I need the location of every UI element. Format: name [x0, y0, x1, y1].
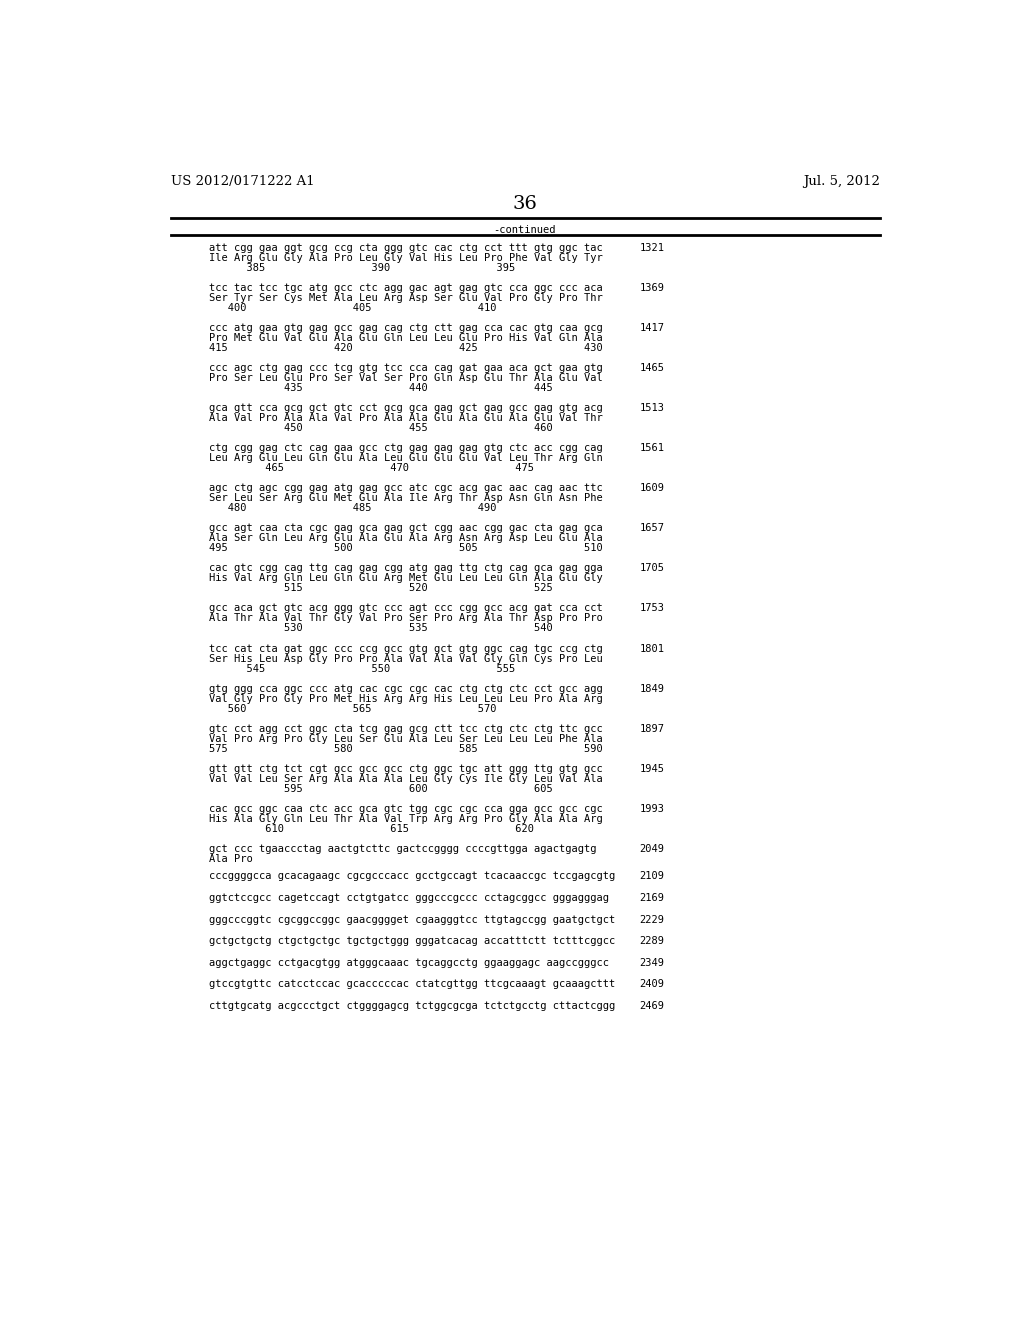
Text: cccggggcca gcacagaagc cgcgcccacc gcctgccagt tcacaaccgc tccgagcgtg: cccggggcca gcacagaagc cgcgcccacc gcctgcc… [209, 871, 615, 882]
Text: att cgg gaa ggt gcg ccg cta ggg gtc cac ctg cct ttt gtg ggc tac: att cgg gaa ggt gcg ccg cta ggg gtc cac … [209, 243, 603, 253]
Text: 1465: 1465 [640, 363, 665, 374]
Text: gct ccc tgaaccctag aactgtcttc gactccgggg ccccgttgga agactgagtg: gct ccc tgaaccctag aactgtcttc gactccgggg… [209, 843, 597, 854]
Text: 1993: 1993 [640, 804, 665, 813]
Text: 385                 390                 395: 385 390 395 [209, 263, 516, 273]
Text: ccc atg gaa gtg gag gcc gag cag ctg ctt gag cca cac gtg caa gcg: ccc atg gaa gtg gag gcc gag cag ctg ctt … [209, 323, 603, 333]
Text: 450                 455                 460: 450 455 460 [209, 424, 553, 433]
Text: agc ctg agc cgg gag atg gag gcc atc cgc acg gac aac cag aac ttc: agc ctg agc cgg gag atg gag gcc atc cgc … [209, 483, 603, 494]
Text: Val Pro Arg Pro Gly Leu Ser Glu Ala Leu Ser Leu Leu Leu Phe Ala: Val Pro Arg Pro Gly Leu Ser Glu Ala Leu … [209, 734, 603, 743]
Text: 530                 535                 540: 530 535 540 [209, 623, 553, 634]
Text: 1801: 1801 [640, 644, 665, 653]
Text: 2229: 2229 [640, 915, 665, 924]
Text: 495                 500                 505                 510: 495 500 505 510 [209, 544, 603, 553]
Text: 400                 405                 410: 400 405 410 [209, 304, 497, 313]
Text: 2409: 2409 [640, 979, 665, 989]
Text: Pro Ser Leu Glu Pro Ser Val Ser Pro Gln Asp Glu Thr Ala Glu Val: Pro Ser Leu Glu Pro Ser Val Ser Pro Gln … [209, 374, 603, 383]
Text: tcc tac tcc tgc atg gcc ctc agg gac agt gag gtc cca ggc ccc aca: tcc tac tcc tgc atg gcc ctc agg gac agt … [209, 284, 603, 293]
Text: 415                 420                 425                 430: 415 420 425 430 [209, 343, 603, 354]
Text: 1513: 1513 [640, 404, 665, 413]
Text: gtg ggg cca ggc ccc atg cac cgc cgc cac ctg ctg ctc cct gcc agg: gtg ggg cca ggc ccc atg cac cgc cgc cac … [209, 684, 603, 693]
Text: gctgctgctg ctgctgctgc tgctgctggg gggatcacag accatttctt tctttcggcc: gctgctgctg ctgctgctgc tgctgctggg gggatca… [209, 936, 615, 946]
Text: aggctgaggc cctgacgtgg atgggcaaac tgcaggcctg ggaaggagc aagccgggcc: aggctgaggc cctgacgtgg atgggcaaac tgcaggc… [209, 958, 609, 968]
Text: 1417: 1417 [640, 323, 665, 333]
Text: 2169: 2169 [640, 892, 665, 903]
Text: Ala Ser Gln Leu Arg Glu Ala Glu Ala Arg Asn Arg Asp Leu Glu Ala: Ala Ser Gln Leu Arg Glu Ala Glu Ala Arg … [209, 533, 603, 544]
Text: 575                 580                 585                 590: 575 580 585 590 [209, 743, 603, 754]
Text: 1945: 1945 [640, 763, 665, 774]
Text: Val Gly Pro Gly Pro Met His Arg Arg His Leu Leu Leu Pro Ala Arg: Val Gly Pro Gly Pro Met His Arg Arg His … [209, 693, 603, 704]
Text: Ala Val Pro Ala Ala Val Pro Ala Ala Glu Ala Glu Ala Glu Val Thr: Ala Val Pro Ala Ala Val Pro Ala Ala Glu … [209, 413, 603, 424]
Text: 595                 600                 605: 595 600 605 [209, 784, 553, 793]
Text: Val Val Leu Ser Arg Ala Ala Ala Leu Gly Cys Ile Gly Leu Val Ala: Val Val Leu Ser Arg Ala Ala Ala Leu Gly … [209, 774, 603, 784]
Text: 1321: 1321 [640, 243, 665, 253]
Text: 36: 36 [512, 195, 538, 214]
Text: Ser Tyr Ser Cys Met Ala Leu Arg Asp Ser Glu Val Pro Gly Pro Thr: Ser Tyr Ser Cys Met Ala Leu Arg Asp Ser … [209, 293, 603, 304]
Text: US 2012/0171222 A1: US 2012/0171222 A1 [171, 176, 314, 189]
Text: 2109: 2109 [640, 871, 665, 882]
Text: cac gcc ggc caa ctc acc gca gtc tgg cgc cgc cca gga gcc gcc cgc: cac gcc ggc caa ctc acc gca gtc tgg cgc … [209, 804, 603, 813]
Text: -continued: -continued [494, 226, 556, 235]
Text: 480                 485                 490: 480 485 490 [209, 503, 497, 513]
Text: 1705: 1705 [640, 564, 665, 573]
Text: gggcccggtc cgcggccggc gaacgggget cgaagggtcc ttgtagccgg gaatgctgct: gggcccggtc cgcggccggc gaacgggget cgaaggg… [209, 915, 615, 924]
Text: 1561: 1561 [640, 444, 665, 453]
Text: 1897: 1897 [640, 723, 665, 734]
Text: gcc agt caa cta cgc gag gca gag gct cgg aac cgg gac cta gag gca: gcc agt caa cta cgc gag gca gag gct cgg … [209, 524, 603, 533]
Text: gtc cct agg cct ggc cta tcg gag gcg ctt tcc ctg ctc ctg ttc gcc: gtc cct agg cct ggc cta tcg gag gcg ctt … [209, 723, 603, 734]
Text: Ala Pro: Ala Pro [209, 854, 253, 863]
Text: 515                 520                 525: 515 520 525 [209, 583, 553, 594]
Text: gtt gtt ctg tct cgt gcc gcc gcc ctg ggc tgc att ggg ttg gtg gcc: gtt gtt ctg tct cgt gcc gcc gcc ctg ggc … [209, 763, 603, 774]
Text: 465                 470                 475: 465 470 475 [209, 463, 535, 474]
Text: 1753: 1753 [640, 603, 665, 614]
Text: His Val Arg Gln Leu Gln Glu Arg Met Glu Leu Leu Gln Ala Glu Gly: His Val Arg Gln Leu Gln Glu Arg Met Glu … [209, 573, 603, 583]
Text: ccc agc ctg gag ccc tcg gtg tcc cca cag gat gaa aca gct gaa gtg: ccc agc ctg gag ccc tcg gtg tcc cca cag … [209, 363, 603, 374]
Text: Ile Arg Glu Gly Ala Pro Leu Gly Val His Leu Pro Phe Val Gly Tyr: Ile Arg Glu Gly Ala Pro Leu Gly Val His … [209, 253, 603, 263]
Text: Jul. 5, 2012: Jul. 5, 2012 [803, 176, 880, 189]
Text: 2049: 2049 [640, 843, 665, 854]
Text: 2349: 2349 [640, 958, 665, 968]
Text: 2289: 2289 [640, 936, 665, 946]
Text: 545                 550                 555: 545 550 555 [209, 664, 516, 673]
Text: 435                 440                 445: 435 440 445 [209, 383, 553, 393]
Text: 560                 565                 570: 560 565 570 [209, 704, 497, 714]
Text: ctg cgg gag ctc cag gaa gcc ctg gag gag gag gtg ctc acc cgg cag: ctg cgg gag ctc cag gaa gcc ctg gag gag … [209, 444, 603, 453]
Text: gca gtt cca gcg gct gtc cct gcg gca gag gct gag gcc gag gtg acg: gca gtt cca gcg gct gtc cct gcg gca gag … [209, 404, 603, 413]
Text: His Ala Gly Gln Leu Thr Ala Val Trp Arg Arg Pro Gly Ala Ala Arg: His Ala Gly Gln Leu Thr Ala Val Trp Arg … [209, 813, 603, 824]
Text: Ala Thr Ala Val Thr Gly Val Pro Ser Pro Arg Ala Thr Asp Pro Pro: Ala Thr Ala Val Thr Gly Val Pro Ser Pro … [209, 614, 603, 623]
Text: Ser His Leu Asp Gly Pro Pro Ala Val Ala Val Gly Gln Cys Pro Leu: Ser His Leu Asp Gly Pro Pro Ala Val Ala … [209, 653, 603, 664]
Text: Ser Leu Ser Arg Glu Met Glu Ala Ile Arg Thr Asp Asn Gln Asn Phe: Ser Leu Ser Arg Glu Met Glu Ala Ile Arg … [209, 494, 603, 503]
Text: 1849: 1849 [640, 684, 665, 693]
Text: Pro Met Glu Val Glu Ala Glu Gln Leu Leu Glu Pro His Val Gln Ala: Pro Met Glu Val Glu Ala Glu Gln Leu Leu … [209, 333, 603, 343]
Text: 1369: 1369 [640, 284, 665, 293]
Text: cac gtc cgg cag ttg cag gag cgg atg gag ttg ctg cag gca gag gga: cac gtc cgg cag ttg cag gag cgg atg gag … [209, 564, 603, 573]
Text: 610                 615                 620: 610 615 620 [209, 824, 535, 834]
Text: tcc cat cta gat ggc ccc ccg gcc gtg gct gtg ggc cag tgc ccg ctg: tcc cat cta gat ggc ccc ccg gcc gtg gct … [209, 644, 603, 653]
Text: 1609: 1609 [640, 483, 665, 494]
Text: ggtctccgcc cagetccagt cctgtgatcc gggcccgccc cctagcggcc gggagggag: ggtctccgcc cagetccagt cctgtgatcc gggcccg… [209, 892, 609, 903]
Text: gcc aca gct gtc acg ggg gtc ccc agt ccc cgg gcc acg gat cca cct: gcc aca gct gtc acg ggg gtc ccc agt ccc … [209, 603, 603, 614]
Text: cttgtgcatg acgccctgct ctggggagcg tctggcgcga tctctgcctg cttactcggg: cttgtgcatg acgccctgct ctggggagcg tctggcg… [209, 1001, 615, 1011]
Text: 1657: 1657 [640, 524, 665, 533]
Text: gtccgtgttc catcctccac gcacccccac ctatcgttgg ttcgcaaagt gcaaagcttt: gtccgtgttc catcctccac gcacccccac ctatcgt… [209, 979, 615, 989]
Text: 2469: 2469 [640, 1001, 665, 1011]
Text: Leu Arg Glu Leu Gln Glu Ala Leu Glu Glu Glu Val Leu Thr Arg Gln: Leu Arg Glu Leu Gln Glu Ala Leu Glu Glu … [209, 453, 603, 463]
